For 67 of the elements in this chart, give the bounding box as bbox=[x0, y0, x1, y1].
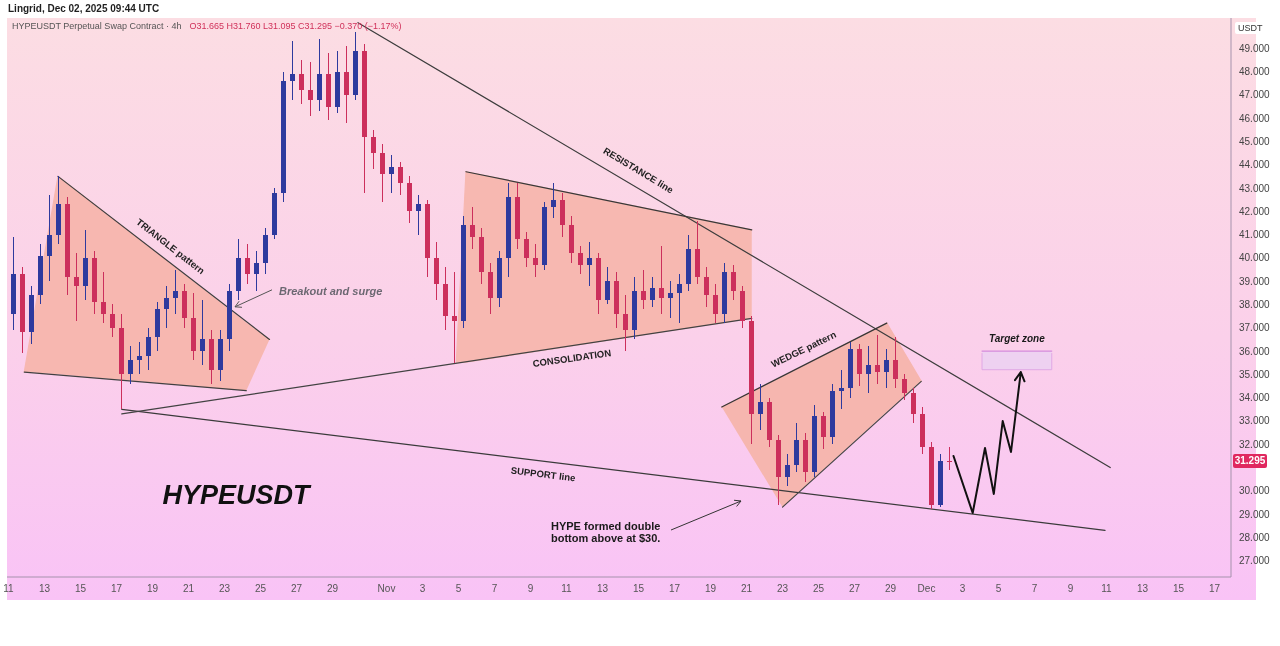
y-tick-label: 34.000 bbox=[1239, 392, 1271, 404]
x-tick-label: 15 bbox=[632, 583, 645, 595]
x-tick-label: 15 bbox=[74, 583, 87, 595]
y-tick-label: 28.000 bbox=[1239, 531, 1271, 543]
x-tick-label: 13 bbox=[38, 583, 51, 595]
y-tick-label: 27.000 bbox=[1239, 555, 1271, 567]
x-tick-label: 9 bbox=[1067, 583, 1074, 595]
x-tick-label: Nov bbox=[377, 583, 396, 595]
x-tick-label: 11 bbox=[1101, 583, 1113, 595]
annotation: HYPEUSDT bbox=[162, 480, 313, 511]
y-tick-label: 36.000 bbox=[1239, 345, 1271, 357]
candlestick bbox=[452, 271, 457, 363]
x-tick-label: 17 bbox=[110, 583, 123, 595]
chart-subtitle: O31.665 H31.760 L31.095 C31.295 −0.370 (−1.17%) bbox=[189, 21, 402, 31]
x-tick-label: 3 bbox=[419, 583, 426, 595]
text: Lingrid, Dec 02, 2025 09:44 UTC bbox=[8, 3, 160, 14]
x-tick-label: 19 bbox=[704, 583, 717, 595]
x-tick-label: 15 bbox=[1172, 583, 1185, 595]
x-tick-label: 7 bbox=[491, 583, 498, 595]
annotation: 31.295 bbox=[1233, 453, 1267, 468]
x-tick-label: 29 bbox=[326, 583, 339, 595]
x-tick-label: 21 bbox=[740, 583, 753, 595]
annotation: Breakout and surge bbox=[279, 284, 383, 297]
y-tick-label: 29.000 bbox=[1239, 508, 1271, 520]
x-tick-label: 17 bbox=[668, 583, 681, 595]
y-tick-label: 46.000 bbox=[1239, 112, 1271, 124]
y-axis-title: USDT bbox=[1235, 22, 1266, 34]
y-tick-label: 40.000 bbox=[1239, 252, 1271, 264]
chart-title: HYPEUSDT Perpetual Swap Contract · 4h bbox=[12, 21, 182, 31]
y-tick-label: 48.000 bbox=[1239, 66, 1271, 78]
y-tick-label: 47.000 bbox=[1239, 89, 1271, 101]
x-tick-label: 25 bbox=[254, 583, 267, 595]
x-tick-label: 5 bbox=[455, 583, 462, 595]
y-tick-label: 45.000 bbox=[1239, 136, 1271, 147]
x-tick-label: 21 bbox=[182, 583, 195, 595]
x-tick-label: 23 bbox=[218, 583, 231, 595]
x-tick-label: 23 bbox=[776, 583, 789, 595]
x-tick-label: 19 bbox=[146, 583, 159, 595]
series-label: Target zone bbox=[989, 333, 1046, 345]
y-tick-label: 42.000 bbox=[1239, 205, 1271, 217]
x-tick-label: 9 bbox=[527, 583, 534, 595]
y-tick-label: 39.000 bbox=[1239, 275, 1271, 287]
x-tick-label: 27 bbox=[848, 583, 861, 595]
y-tick-label: 41.000 bbox=[1239, 229, 1271, 241]
x-tick-label: 11 bbox=[3, 583, 15, 595]
x-tick-label: Dec bbox=[917, 583, 936, 595]
y-tick-label: 32.000 bbox=[1239, 438, 1271, 450]
y-tick-label: 35.000 bbox=[1239, 368, 1271, 380]
y-tick-label: 43.000 bbox=[1239, 182, 1271, 194]
x-tick-label: 3 bbox=[959, 583, 966, 595]
x-tick-label: 25 bbox=[812, 583, 825, 595]
y-tick-label: 33.000 bbox=[1239, 415, 1271, 427]
y-tick-label: 49.000 bbox=[1239, 42, 1271, 54]
x-tick-label: 5 bbox=[995, 583, 1002, 595]
x-tick-label: 17 bbox=[1208, 583, 1221, 595]
annotation: HYPE formed double bottom above at $30. bbox=[551, 520, 662, 544]
x-tick-label: 13 bbox=[1136, 583, 1149, 595]
y-tick-label: 30.000 bbox=[1239, 485, 1271, 497]
y-tick-label: 38.000 bbox=[1239, 299, 1271, 311]
x-tick-label: 7 bbox=[1031, 583, 1038, 595]
x-tick-label: 11 bbox=[561, 583, 573, 595]
x-tick-label: 29 bbox=[884, 583, 897, 595]
y-tick-label: 37.000 bbox=[1239, 322, 1271, 334]
x-tick-label: 13 bbox=[596, 583, 609, 595]
y-tick-label: 44.000 bbox=[1239, 159, 1271, 171]
x-tick-label: 27 bbox=[290, 583, 303, 595]
annotation: SUPPORT line bbox=[510, 464, 577, 484]
